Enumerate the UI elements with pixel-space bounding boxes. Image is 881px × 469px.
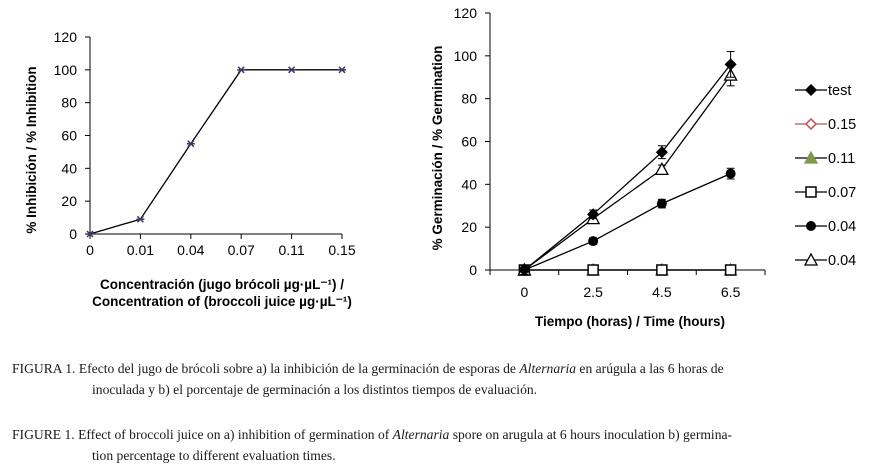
chart-b-series-line-0.04 [523, 74, 732, 271]
figure-canvas: % Inhibición / % Inhibition Concentració… [24, 5, 856, 329]
caption-es-italic: Alternaria [519, 361, 577, 376]
caption-es-line1: FIGURA 1. Efecto del jugo de brócoli sob… [12, 358, 874, 379]
legend-marker-test [804, 83, 818, 97]
chart-a-data-point [136, 215, 145, 223]
chart-b-data-point-0.04 [588, 236, 599, 247]
chart-a-xtick-label: 0.04 [177, 242, 204, 258]
chart-b-ytick-label: 60 [461, 134, 477, 150]
legend-label: 0.04 [828, 219, 856, 235]
chart-b-data-point-0.04 [654, 161, 669, 175]
chart-b-series-line-0.04 [524, 173, 731, 271]
chart-b-ytick-label: 20 [461, 219, 477, 235]
legend-marker-0.15 [804, 117, 818, 131]
chart-a-xtick-label: 0.15 [328, 242, 355, 258]
chart-b-series-line-test [523, 63, 732, 271]
caption-en-italic: Alternaria [392, 427, 450, 442]
chart-a-ytick-label: 100 [54, 62, 78, 78]
chart-b-data-point-0.04 [725, 168, 736, 179]
legend-label: 0.11 [828, 151, 855, 167]
chart-b-ytick-label: 40 [461, 176, 477, 192]
legend-marker-0.04 [803, 252, 819, 266]
chart-b-data-point-0.07 [724, 264, 737, 276]
caption-es-text-after: en arúgula a las 6 horas de [576, 361, 724, 376]
caption-es-label: FIGURA 1. [12, 361, 76, 376]
chart-a-ytick-label: 40 [61, 160, 77, 176]
chart-a-ytick-label: 60 [61, 128, 77, 144]
chart-b-ytick-label: 120 [454, 5, 478, 21]
chart-a-xtick-label: 0.11 [278, 242, 304, 258]
chart-a-xtick-label: 0.07 [228, 242, 255, 258]
chart-b-data-point-test [655, 146, 668, 159]
chart-b-ytick-label: 100 [454, 48, 478, 64]
chart-a-ytick-label: 0 [69, 226, 77, 242]
legend-marker-0.04 [806, 221, 816, 231]
caption-en-line2: tion percentage to different evaluation … [92, 448, 336, 463]
chart-b-xtick-label: 4.5 [652, 284, 672, 300]
chart-b-data-point-0.07 [656, 264, 668, 276]
chart-a-xlabel-line1: Concentración (jugo brócoli µg·µL⁻¹) / [100, 277, 344, 292]
chart-b-legend: test 0.15 0.11 0.07 0.04 0.04 [795, 83, 856, 269]
legend-label: test [828, 83, 851, 99]
caption-en: FIGURE 1. Effect of broccoli juice on a)… [12, 424, 874, 466]
chart-b-ylabel: % Germinación / % Germination [430, 46, 445, 251]
chart-a-xlabel-line2: Concentration of (broccoli juice µg·µL⁻¹… [92, 294, 352, 309]
caption-en-label: FIGURE 1. [12, 427, 75, 442]
legend-label: 0.04 [828, 253, 856, 269]
chart-b-data-point-test [587, 208, 600, 221]
caption-en-text-before: Effect of broccoli juice on a) inhibitio… [74, 427, 393, 442]
legend-label: 0.15 [828, 117, 856, 133]
chart-b-ytick-label: 0 [469, 262, 477, 278]
chart-b-xtick-label: 6.5 [721, 284, 741, 300]
chart-b-xtick-label: 2.5 [583, 284, 603, 300]
caption-es-line2: inoculada y b) el porcentaje de germinac… [92, 382, 538, 397]
chart-b-data-point-test [518, 263, 531, 277]
chart-a-ylabel: % Inhibición / % Inhibition [24, 66, 39, 233]
chart-a-xtick-label: 0 [86, 242, 94, 258]
chart-b-data-point-test [724, 58, 737, 71]
chart-a-data-point [338, 66, 346, 74]
legend-marker-0.11 [803, 150, 819, 164]
chart-a-ytick-label: 20 [61, 193, 77, 209]
chart-a-ytick-label: 120 [54, 29, 78, 45]
legend-marker-0.07 [805, 186, 817, 198]
caption-es-text-before: Efecto del jugo de brócoli sobre a) la i… [75, 361, 520, 376]
chart-b-data-point-0.04 [656, 198, 667, 209]
caption-es: FIGURA 1. Efecto del jugo de brócoli sob… [12, 358, 874, 400]
chart-a-xtick-label: 0.01 [127, 242, 154, 258]
chart-b-xtick-label: 0 [520, 284, 528, 300]
chart-a-data-point [86, 230, 94, 238]
chart-a-data-point [287, 66, 296, 74]
chart-a-series-line [89, 69, 342, 235]
chart-b-ytick-label: 80 [461, 91, 477, 107]
caption-en-text-after: spore on arugula at 6 hours inoculation … [449, 427, 733, 442]
caption-en-line1: FIGURE 1. Effect of broccoli juice on a)… [12, 424, 874, 445]
chart-a-data-point [186, 140, 195, 148]
chart-inhibition: % Inhibición / % Inhibition Concentració… [24, 29, 356, 309]
chart-a-data-point [237, 66, 246, 74]
legend-label: 0.07 [828, 185, 856, 201]
chart-b-data-point-0.07 [587, 264, 599, 276]
chart-germination: % Germinación / % Germination Tiempo (ho… [430, 5, 766, 329]
chart-b-xlabel: Tiempo (horas) / Time (hours) [535, 314, 725, 329]
chart-a-ytick-label: 80 [61, 95, 77, 111]
